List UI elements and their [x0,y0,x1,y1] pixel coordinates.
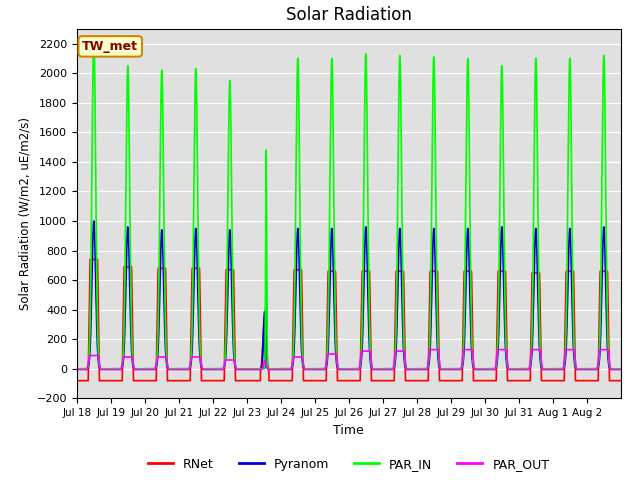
PAR_IN [525,366,532,372]
PAR_OUT [426,347,433,352]
PAR_OUT [539,367,547,372]
RNet [398,268,406,274]
RNet [617,378,625,384]
Pyranom [90,218,98,224]
Legend: RNet, Pyranom, PAR_IN, PAR_OUT: RNet, Pyranom, PAR_IN, PAR_OUT [143,453,554,476]
PAR_IN [398,213,406,219]
Line: PAR_OUT: PAR_OUT [77,349,621,370]
PAR_OUT [617,367,625,372]
Pyranom [73,366,81,372]
PAR_OUT [73,367,81,372]
RNet [86,256,94,262]
X-axis label: Time: Time [333,424,364,437]
Pyranom [498,224,506,230]
Pyranom [525,366,532,372]
RNet [525,378,532,384]
Line: Pyranom: Pyranom [77,221,621,369]
Text: TW_met: TW_met [82,40,138,53]
Pyranom [186,365,193,371]
PAR_OUT [186,365,193,371]
PAR_OUT [398,348,406,354]
RNet [498,268,506,274]
PAR_OUT [498,347,506,352]
Line: RNet: RNet [77,259,621,381]
RNet [539,378,547,384]
Pyranom [539,366,547,372]
RNet [73,378,81,384]
PAR_IN [73,366,81,372]
PAR_IN [498,63,506,69]
PAR_OUT [369,367,376,372]
PAR_IN [539,366,547,372]
Title: Solar Radiation: Solar Radiation [286,6,412,24]
PAR_IN [90,33,98,39]
PAR_IN [617,366,625,372]
PAR_IN [369,366,377,372]
PAR_OUT [525,367,532,372]
PAR_IN [186,365,193,371]
RNet [369,378,377,384]
Line: PAR_IN: PAR_IN [77,36,621,369]
Y-axis label: Solar Radiation (W/m2, uE/m2/s): Solar Radiation (W/m2, uE/m2/s) [18,117,31,310]
RNet [186,378,193,384]
Pyranom [398,298,406,303]
Pyranom [617,366,625,372]
Pyranom [369,366,377,372]
